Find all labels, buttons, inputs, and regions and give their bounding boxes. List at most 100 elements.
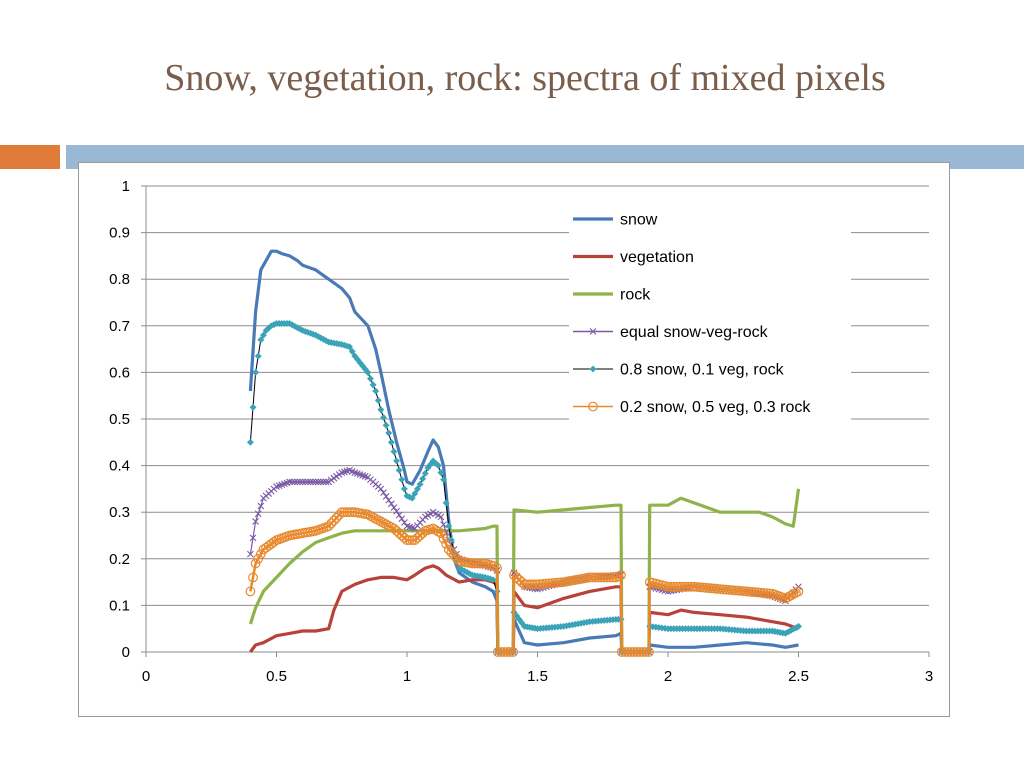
slide-title: Snow, vegetation, rock: spectra of mixed… [164,57,886,99]
data-point [416,480,424,488]
data-point [312,478,320,486]
data-point [348,347,356,355]
legend-label: vegetation [620,249,694,266]
data-point [644,647,654,657]
data-point [288,478,296,486]
data-point [442,499,450,507]
data-point [387,500,395,508]
data-point [317,478,325,486]
data-point [794,622,803,630]
data-point [364,368,372,376]
data-point [440,521,447,529]
data-point [245,586,256,597]
data-point [436,528,446,539]
data-point [411,490,419,498]
data-point [451,553,462,564]
data-point [519,579,530,590]
data-point [369,381,377,389]
data-point [393,457,401,465]
data-point [428,523,439,534]
data-point [346,343,354,351]
data-point [638,647,648,657]
y-tick-label: 0.5 [109,411,130,428]
y-tick-label: 0.4 [109,458,130,475]
y-tick-label: 0.1 [109,597,130,614]
data-point [783,592,793,602]
y-tick-label: 0.2 [109,551,130,568]
data-point [407,535,418,546]
series-5 [245,507,804,657]
y-tick-label: 0.3 [109,504,130,521]
data-point [307,478,314,486]
data-point [790,587,801,598]
legend-label: snow [620,212,658,229]
legend-label: 0.8 snow, 0.1 veg, rock [620,362,785,379]
data-point [489,576,497,584]
y-tick-label: 0.8 [109,271,130,288]
data-point [249,534,257,542]
data-point [293,478,301,486]
data-point [785,590,796,601]
data-point [508,647,519,657]
legend: snow vegetation rock equal snow-veg-rock 0.8… [569,201,851,425]
data-point [253,553,264,564]
data-point [248,572,258,583]
accent-bar-left [0,145,60,169]
y-tick-label: 0 [122,644,130,661]
data-point [326,518,337,529]
data-point [331,512,342,523]
data-point [505,647,516,657]
data-point [492,647,503,657]
data-point [398,515,406,523]
data-point [373,515,384,526]
data-point [421,469,429,477]
series-layer [245,249,804,657]
data-point [522,579,532,590]
data-point [385,496,393,504]
data-point [370,513,381,524]
data-point [323,521,334,532]
data-point [419,475,427,483]
y-tick-label: 1 [122,178,130,195]
data-point [365,511,376,521]
x-tick-label: 3 [925,668,933,685]
data-point [368,512,378,523]
data-point [299,478,306,486]
data-point [309,478,317,486]
data-point [447,536,455,544]
data-point [296,478,304,486]
data-point [437,469,445,477]
legend-marker [588,401,598,412]
data-point [336,507,347,518]
data-point [390,448,398,456]
data-point [437,513,445,521]
y-tick-label: 0.6 [109,364,130,381]
data-point [347,507,358,518]
data-point [381,519,392,530]
data-point [492,563,502,574]
chart-area: 0 0.1 0.2 0.3 0.4 0.5 0.6 0.7 0.8 0.9 1 0 0.5 1 1.5 2 2.… [78,162,950,717]
legend-label: 0.2 snow, 0.5 veg, 0.3 rock [620,399,811,416]
data-point [254,352,262,360]
data-point [339,507,350,518]
data-point [372,387,380,395]
data-point [254,510,262,518]
data-point [472,558,483,569]
data-point [395,466,403,474]
data-point [780,593,791,604]
data-point [441,539,452,549]
legend-marker [589,365,597,373]
data-point [301,478,309,486]
data-point [413,485,421,493]
data-point [376,516,386,527]
data-point [268,537,279,547]
data-point [259,331,268,339]
data-point [446,547,457,558]
data-point [499,647,509,657]
data-point [250,558,261,569]
data-point [383,520,394,531]
data-point [342,507,352,518]
data-point [793,586,804,597]
data-point [496,647,506,657]
data-point [616,570,626,581]
